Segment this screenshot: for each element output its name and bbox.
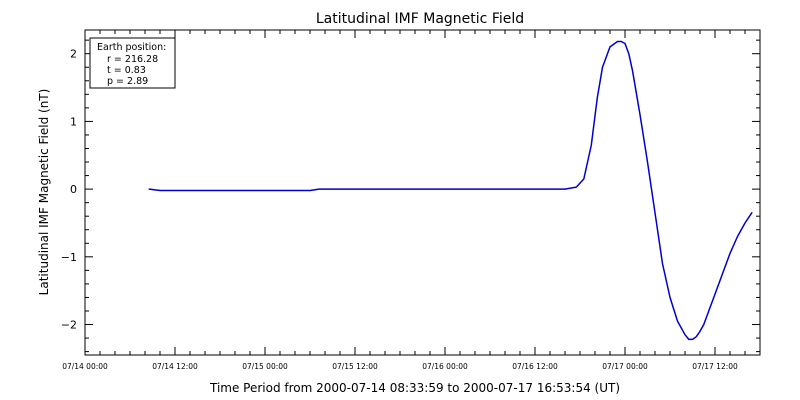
series-layer: [148, 40, 753, 341]
y-tick-label: −1: [61, 251, 77, 264]
x-tick-label: 07/16 12:00: [512, 362, 558, 371]
x-axis-label: Time Period from 2000-07-14 08:33:59 to …: [209, 381, 620, 395]
x-tick-label: 07/16 00:00: [422, 362, 468, 371]
y-tick-label: 0: [70, 183, 77, 196]
x-tick-label: 07/14 00:00: [62, 362, 108, 371]
x-tick-label: 07/15 00:00: [242, 362, 288, 371]
x-tick-labels: 07/14 00:00 07/14 12:00 07/15 00:00 07/15 1…: [62, 362, 738, 371]
x-tick-label: 07/17 00:00: [602, 362, 648, 371]
x-tick-label: 07/17 12:00: [692, 362, 738, 371]
y-tick-label: 2: [70, 48, 77, 61]
x-tick-label: 07/15 12:00: [332, 362, 378, 371]
chart-title: Latitudinal IMF Magnetic Field: [316, 11, 524, 27]
legend-heading: Earth position:: [97, 42, 166, 53]
x-tick-label: 07/14 12:00: [152, 362, 198, 371]
legend-r: r = 216.28: [107, 54, 158, 65]
axis-ticks: [84, 30, 761, 355]
legend-box: Earth position: r = 216.28 t = 0.83 p = …: [89, 37, 176, 89]
legend-frame: [89, 37, 176, 89]
y-axis-label: Latitudinal IMF Magnetic Field (nT): [37, 89, 51, 296]
series-line: [148, 40, 753, 341]
legend-p: p = 2.89: [107, 76, 148, 87]
legend-t: t = 0.83: [107, 65, 146, 76]
y-tick-label: −2: [61, 319, 77, 332]
plot-frame: [84, 29, 761, 356]
y-tick-label: 1: [70, 115, 77, 128]
y-tick-labels: −2 −1 0 1 2: [61, 48, 77, 332]
